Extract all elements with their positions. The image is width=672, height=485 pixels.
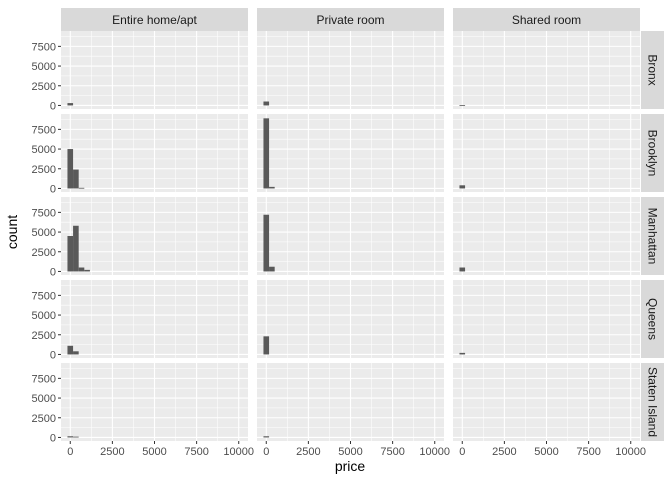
x-tick-label: 7500 xyxy=(184,446,208,458)
x-tick-label: 10000 xyxy=(419,446,450,458)
histogram-bar xyxy=(73,225,79,272)
panel-queens-entire-home-apt xyxy=(61,280,248,358)
column-strip-label: Shared room xyxy=(512,13,581,27)
x-tick-label: 0 xyxy=(67,446,73,458)
row-strip-label: Bronx xyxy=(646,54,660,85)
panel-staten-island-entire-home-apt xyxy=(61,363,248,441)
x-tick-label: 0 xyxy=(459,446,465,458)
panel-brooklyn-shared-room xyxy=(453,114,640,192)
x-axes: 0 2500 5000 7500 10000 0 2500 5000 7500 10000 0 250… xyxy=(67,441,646,458)
y-tick-label: 7500 xyxy=(32,207,56,219)
row-strip-manhattan xyxy=(641,197,664,275)
column-strip-label: Private room xyxy=(316,13,384,27)
histogram-bar xyxy=(263,436,270,438)
panel-manhattan-entire-home-apt xyxy=(61,197,248,275)
panel-manhattan-private-room xyxy=(257,197,444,275)
x-tick-label: 7500 xyxy=(380,446,404,458)
row-strips: Bronx Brooklyn Manhattan Queens Staten Islan… xyxy=(641,31,664,441)
histogram-bar xyxy=(73,351,79,355)
row-strip-label: Manhattan xyxy=(646,208,660,265)
x-tick-label: 5000 xyxy=(534,446,558,458)
y-tick-label: 5000 xyxy=(32,310,56,322)
panel-staten-island-shared-room xyxy=(453,363,640,441)
y-tick-label: 5000 xyxy=(32,393,56,405)
x-tick-label: 2500 xyxy=(492,446,516,458)
x-axis-title: price xyxy=(335,458,366,474)
histogram-bar xyxy=(269,266,275,272)
facet-panels xyxy=(61,31,640,441)
x-tick-label: 5000 xyxy=(142,446,166,458)
panel-brooklyn-private-room xyxy=(257,114,444,192)
row-strip-brooklyn xyxy=(641,114,664,192)
y-tick-label: 2500 xyxy=(32,330,56,342)
panel-staten-island-private-room xyxy=(257,363,444,441)
histogram-bar xyxy=(78,187,85,189)
row-strip-label: Queens xyxy=(646,298,660,340)
histogram-bar xyxy=(269,186,275,189)
y-tick-label: 5000 xyxy=(32,227,56,239)
y-tick-label: 0 xyxy=(50,183,56,195)
column-strip-shared-room xyxy=(453,8,640,31)
row-strip-label: Brooklyn xyxy=(646,130,660,177)
histogram-bar xyxy=(263,214,270,272)
column-strips: Entire home/apt Private room Shared room xyxy=(61,8,640,31)
y-axes: 0 2500 5000 7500 0 2500 5000 7500 0 2500 5000 7500 0… xyxy=(32,41,61,444)
y-tick-label: 7500 xyxy=(32,41,56,53)
panel-manhattan-shared-room xyxy=(453,197,640,275)
x-tick-label: 10000 xyxy=(615,446,646,458)
histogram-bar xyxy=(67,149,74,189)
y-tick-label: 0 xyxy=(50,432,56,444)
y-axis-title: count xyxy=(4,215,20,249)
y-tick-label: 7500 xyxy=(32,373,56,385)
panel-bronx-entire-home-apt xyxy=(61,31,248,109)
y-tick-label: 2500 xyxy=(32,247,56,259)
y-tick-label: 0 xyxy=(50,349,56,361)
column-strip-private-room xyxy=(257,8,444,31)
x-tick-label: 7500 xyxy=(576,446,600,458)
x-tick-label: 5000 xyxy=(338,446,362,458)
histogram-bar xyxy=(459,352,466,355)
y-tick-label: 0 xyxy=(50,100,56,112)
histogram-bar xyxy=(67,236,74,272)
x-tick-label: 10000 xyxy=(223,446,254,458)
histogram-bar xyxy=(84,269,90,272)
x-tick-label: 2500 xyxy=(100,446,124,458)
x-tick-label: 2500 xyxy=(296,446,320,458)
y-tick-label: 2500 xyxy=(32,413,56,425)
y-tick-label: 5000 xyxy=(32,144,56,156)
y-tick-label: 7500 xyxy=(32,124,56,136)
y-tick-label: 7500 xyxy=(32,290,56,302)
row-strip-bronx xyxy=(641,31,664,109)
histogram-bar xyxy=(73,169,79,189)
histogram-bar xyxy=(67,345,74,355)
y-tick-label: 5000 xyxy=(32,61,56,73)
histogram-bar xyxy=(67,436,74,438)
column-strip-entire-home-apt xyxy=(61,8,248,31)
panel-queens-shared-room xyxy=(453,280,640,358)
y-tick-label: 2500 xyxy=(32,81,56,93)
histogram-bar xyxy=(67,103,74,106)
histogram-bar xyxy=(78,267,85,272)
panel-bronx-private-room xyxy=(257,31,444,109)
x-tick-label: 0 xyxy=(263,446,269,458)
histogram-bar xyxy=(459,267,466,272)
y-tick-label: 2500 xyxy=(32,164,56,176)
row-strip-queens xyxy=(641,280,664,358)
histogram-bar xyxy=(263,101,270,106)
histogram-bar xyxy=(459,105,466,106)
column-strip-label: Entire home/apt xyxy=(112,13,197,27)
histogram-bar xyxy=(263,118,270,189)
y-tick-label: 0 xyxy=(50,266,56,278)
panel-queens-private-room xyxy=(257,280,444,358)
histogram-bar xyxy=(263,336,270,355)
panel-bronx-shared-room xyxy=(453,31,640,109)
histogram-bar xyxy=(459,185,466,189)
histogram-bar xyxy=(73,436,79,438)
panel-brooklyn-entire-home-apt xyxy=(61,114,248,192)
row-strip-label: Staten Island xyxy=(646,367,660,437)
row-strip-staten-island xyxy=(641,363,664,441)
